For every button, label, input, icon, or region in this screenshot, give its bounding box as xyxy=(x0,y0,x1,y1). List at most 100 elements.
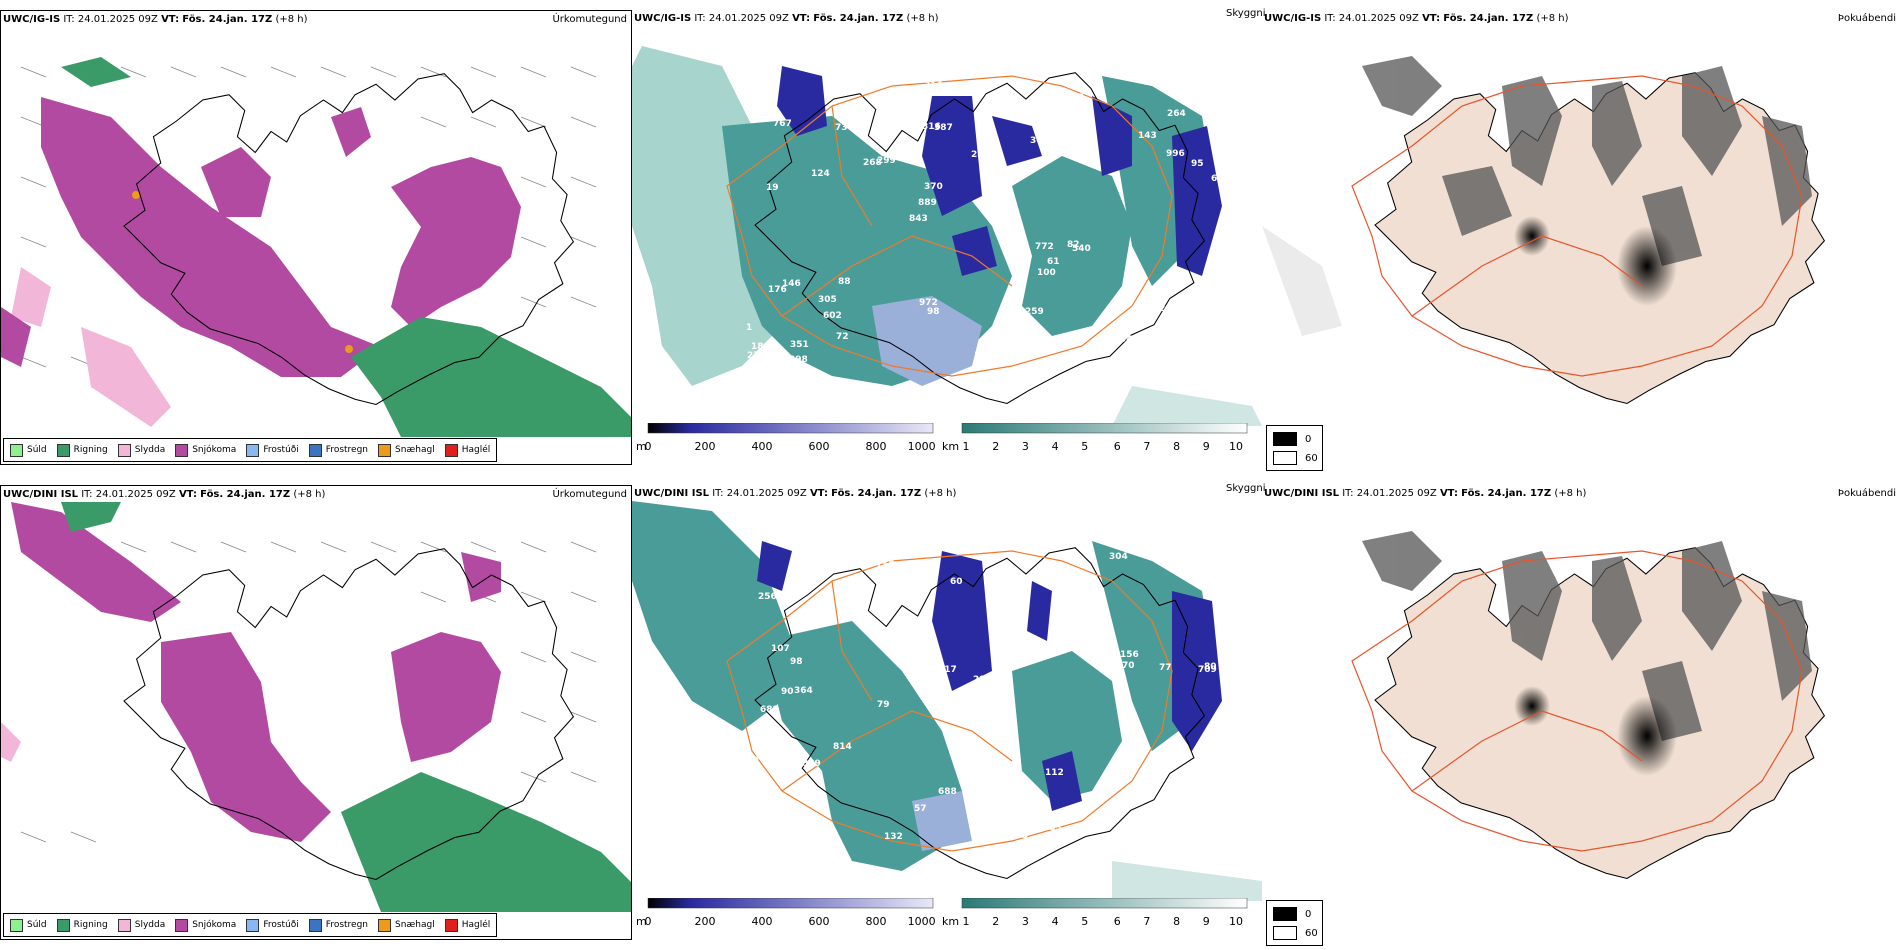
ceiling-label: 1 xyxy=(746,323,752,333)
visibility-tick: 10 xyxy=(1229,915,1243,928)
precip-areas xyxy=(1,57,631,437)
it-value: 24.01.2025 09Z xyxy=(95,489,176,500)
ceiling-label: 81 xyxy=(1181,553,1194,563)
it-label: IT: xyxy=(712,488,724,499)
ceiling-label: 120 xyxy=(740,756,759,766)
ceiling-label: 305 xyxy=(1030,136,1049,146)
panel-header: UWC/IG-IS IT: 24.01.2025 09Z VT: Fös. 24… xyxy=(3,13,629,27)
fog-title: Þokuábendi xyxy=(1837,488,1896,499)
it-label: IT: xyxy=(694,13,706,24)
ceiling-label: 82 xyxy=(1067,240,1080,250)
ceiling-label: 196 xyxy=(932,700,951,710)
visibility-tick: 10 xyxy=(1229,440,1243,453)
ceiling-label: 540 xyxy=(1072,244,1091,254)
ceiling-label: 277 xyxy=(747,351,766,361)
visibility-tick: 5 xyxy=(1081,440,1089,453)
legend-snjokoma: Snjókoma xyxy=(175,443,236,457)
ceiling-label: 88 xyxy=(888,548,901,558)
vt-value: Fös. 24.jan. 17Z xyxy=(1443,13,1534,24)
visibility-unit: km xyxy=(942,915,960,928)
legend-slydda: Slydda xyxy=(117,918,165,932)
ceiling-label: 709 xyxy=(1198,665,1217,675)
ceiling-label: 838 xyxy=(1009,831,1028,841)
ceiling-colorbar: m 0 200 400 600 800 1000 xyxy=(636,898,936,928)
ceiling-label: 285 xyxy=(971,150,990,160)
ceiling-label: 100 xyxy=(1037,268,1056,278)
vt-value: Fös. 24.jan. 17Z xyxy=(831,488,922,499)
legend-rigning: Rigning xyxy=(56,918,108,932)
ceiling-colorbar-bar xyxy=(647,423,934,434)
visibility-tick: 1 xyxy=(962,915,970,928)
fog-shading xyxy=(1362,56,1812,266)
ceiling-label: 72 xyxy=(836,332,849,342)
visibility-tick: 2 xyxy=(992,440,1000,453)
ceiling-label: 61 xyxy=(1047,257,1060,267)
cloud-visibility-panel: UWC/IG-IS IT: 24.01.2025 09Z VT: Fös. 24… xyxy=(632,10,1262,465)
ceiling-label: 256 xyxy=(758,592,777,602)
ceiling-label: 387 xyxy=(934,123,953,133)
ceiling-label: 60 xyxy=(950,577,963,587)
model-name: UWC/IG-IS xyxy=(3,14,61,25)
ceiling-colorbar-bar xyxy=(647,898,934,909)
fog-legend-white xyxy=(1273,926,1297,940)
ceiling-label: 112 xyxy=(1045,768,1064,778)
ceiling-label: 602 xyxy=(823,311,842,321)
road-network xyxy=(726,75,1173,377)
legend-snjokoma: Snjókoma xyxy=(175,918,236,932)
low-cloud-areas xyxy=(757,541,1222,811)
legend-snaehagl: Snæhagl xyxy=(378,443,435,457)
ceiling-label: 671 xyxy=(765,762,784,772)
precip-type-panel: UWC/IG-IS IT: 24.01.2025 09Z VT: Fös. 24… xyxy=(0,10,632,465)
ceiling-label: 374 xyxy=(1064,615,1083,625)
wind-barbs xyxy=(20,66,597,368)
ceiling-label: 133 xyxy=(1043,823,1062,833)
ceiling-label: 72 xyxy=(1153,304,1166,314)
visibility-tick: 6 xyxy=(1113,915,1121,928)
precip-legend: Súld Rigning Slydda Snjókoma Frostúði Fr… xyxy=(3,438,498,462)
model-name: UWC/DINI ISL xyxy=(634,488,710,499)
ceiling-label: 356 xyxy=(1006,610,1025,620)
ceiling-label: 889 xyxy=(802,759,821,769)
fog-spot xyxy=(1514,216,1550,256)
ceiling-label: 67 xyxy=(991,713,1004,723)
fog-legend-white xyxy=(1273,451,1297,465)
ceiling-label: 94 xyxy=(1120,335,1133,345)
ceiling-label: 259 xyxy=(1025,307,1044,317)
ceiling-label: 688 xyxy=(760,705,779,715)
ceiling-label: 772 xyxy=(1035,242,1054,252)
precip-areas xyxy=(1,502,631,912)
visibility-colorbar-bar xyxy=(961,423,1248,434)
ceiling-label: 80 xyxy=(1204,662,1217,672)
fog-legend-label: 60 xyxy=(1305,927,1318,939)
precip-map xyxy=(1,27,631,437)
ceiling-label: 69 xyxy=(997,832,1010,842)
ceiling-label: 617 xyxy=(1211,174,1230,184)
ceiling-tick: 800 xyxy=(865,440,887,453)
visibility-tick: 7 xyxy=(1143,440,1151,453)
sky-title: Skyggni xyxy=(1226,8,1266,19)
lead-time: (+8 h) xyxy=(1554,488,1587,499)
ceiling-label: 424 xyxy=(997,171,1016,181)
panel-header: UWC/DINI ISL IT: 24.01.2025 09Z VT: Fös.… xyxy=(1264,487,1898,501)
fog-legend-label: 0 xyxy=(1305,433,1312,445)
visibility-tick: 4 xyxy=(1051,440,1059,453)
forecast-row-dini: UWC/DINI ISL IT: 24.01.2025 09Z VT: Fös.… xyxy=(0,475,1900,950)
ceiling-label: 182 xyxy=(1126,789,1145,799)
ceiling-label: 767 xyxy=(773,119,792,129)
model-name: UWC/IG-IS xyxy=(1264,13,1322,24)
fog-legend: 0 60 xyxy=(1266,900,1323,946)
visibility-colorbar-bar xyxy=(961,898,1248,909)
lead-time: (+8 h) xyxy=(906,13,939,24)
ceiling-label: 996 xyxy=(1166,149,1185,159)
vt-value: Fös. 24.jan. 17Z xyxy=(200,489,291,500)
ceiling-label: 189 xyxy=(751,342,770,352)
fog-spot xyxy=(1617,226,1677,306)
ceiling-labels: 57 19 264 843 305 351 316 285 146 299 1 602 387 424 54… xyxy=(746,81,1230,365)
vt-value: Fös. 24.jan. 17Z xyxy=(813,13,904,24)
ceiling-tick: 1000 xyxy=(907,440,936,453)
precip-type-panel: UWC/DINI ISL IT: 24.01.2025 09Z VT: Fös.… xyxy=(0,485,632,940)
lead-time: (+8 h) xyxy=(924,488,957,499)
ceiling-label: 57 xyxy=(1159,336,1172,346)
cloud-map: 57 19 264 843 305 351 316 285 146 299 1 602 387 424 54… xyxy=(632,26,1262,426)
ceiling-tick: 800 xyxy=(865,915,887,928)
